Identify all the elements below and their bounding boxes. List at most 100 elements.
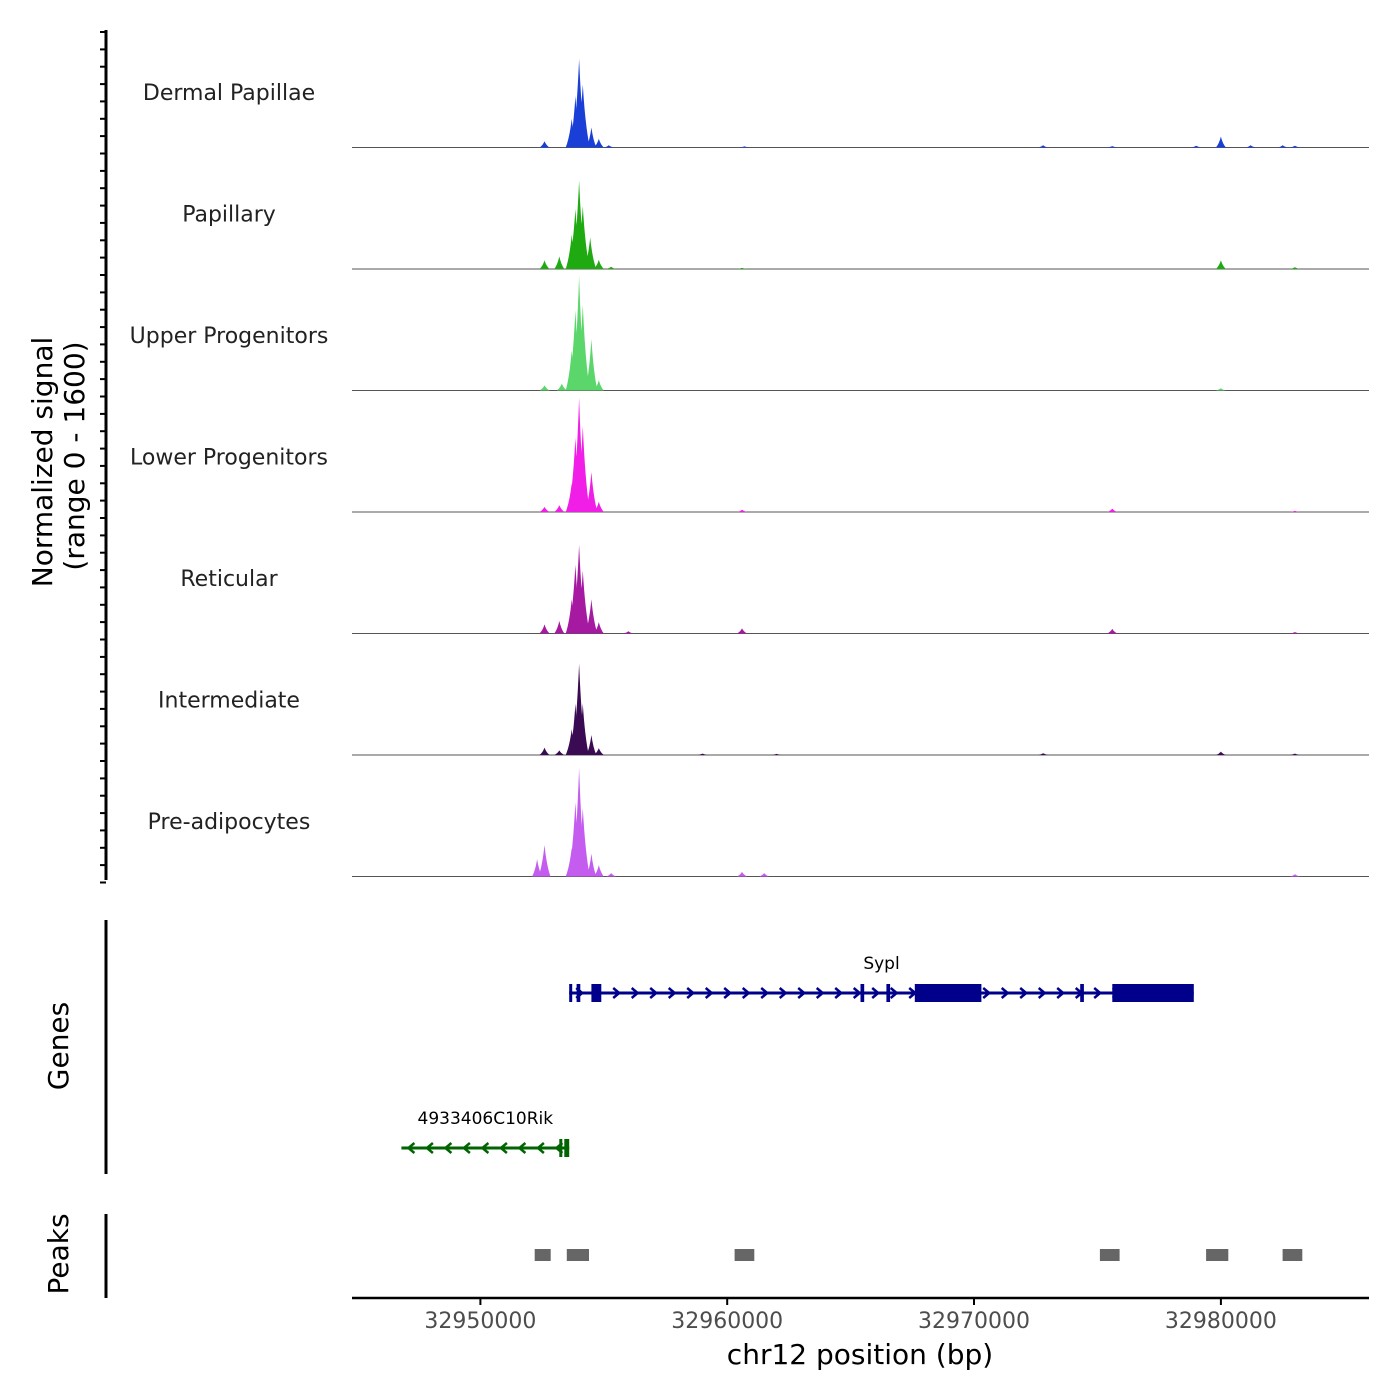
gene-exon [564, 1139, 570, 1157]
strand-arrow [480, 1142, 490, 1154]
y-axis-range: (range 0 - 1600) [58, 341, 91, 570]
signal-peak [539, 385, 550, 391]
signal-peak [575, 807, 590, 877]
signal-peak [1289, 145, 1300, 148]
signal-peak [554, 505, 565, 512]
signal-peak [1191, 145, 1202, 148]
signal-peak [1107, 508, 1118, 512]
strand-arrow [667, 987, 677, 999]
signal-peak [1107, 146, 1118, 148]
track-label: Intermediate [158, 689, 300, 714]
track-label: Upper Progenitors [130, 324, 329, 349]
strand-arrow [797, 987, 807, 999]
strand-arrow [760, 987, 770, 999]
gene-exon [860, 984, 865, 1002]
strand-arrow [871, 987, 881, 999]
signal-peak [1215, 136, 1226, 148]
strand-arrow [686, 987, 696, 999]
genes-section-title: Genes [42, 1002, 75, 1090]
signal-peak [603, 145, 614, 148]
strand-arrow [1093, 987, 1103, 999]
signal-peak [575, 206, 590, 269]
signal-peak [538, 845, 551, 877]
signal-peak [575, 426, 590, 512]
strand-arrow [612, 987, 622, 999]
signal-peak [585, 472, 598, 512]
strand-arrow [778, 987, 788, 999]
signal-peak [1289, 632, 1300, 634]
signal-peak [606, 873, 617, 877]
track-label: Reticular [180, 567, 278, 592]
strand-arrow [424, 1142, 434, 1154]
signal-peak [759, 873, 770, 877]
strand-arrow [443, 1142, 453, 1154]
signal-peak [532, 859, 543, 877]
x-tick-label: 32960000 [671, 1309, 783, 1334]
signal-peak [585, 339, 598, 391]
strand-arrow [498, 1142, 508, 1154]
signal-peak [539, 747, 550, 755]
coverage-tracks: Dermal Papillae Papillary Upper Progenitor… [130, 58, 1369, 877]
peak-region [1282, 1249, 1303, 1261]
track-dermal-papillae: Dermal Papillae [143, 58, 1369, 148]
signal-axis-ticks [100, 31, 106, 884]
strand-arrow [982, 987, 992, 999]
peak-region [566, 1249, 589, 1261]
signal-peak [593, 380, 604, 391]
track-reticular: Reticular [180, 544, 1369, 634]
signal-peak [737, 871, 747, 877]
signal-peak [771, 753, 782, 755]
strand-arrow [1019, 987, 1029, 999]
strand-arrow [649, 987, 659, 999]
strand-arrow [1056, 987, 1066, 999]
peak-regions [534, 1249, 1303, 1261]
strand-arrow [630, 987, 640, 999]
signal-peak [737, 267, 747, 269]
strand-arrow [815, 987, 825, 999]
strand-arrow [723, 987, 733, 999]
signal-peak [1289, 874, 1300, 877]
signal-peak [697, 753, 708, 755]
signal-peak [554, 620, 565, 634]
gene-name-label: Sypl [863, 954, 899, 974]
signal-peak [1277, 145, 1288, 148]
strand-arrow [834, 987, 844, 999]
signal-peak [586, 853, 597, 877]
signal-peak [1245, 145, 1256, 148]
signal-peak [1215, 751, 1226, 755]
signal-peak [1107, 628, 1118, 634]
gene-exon [559, 1139, 563, 1157]
signal-peak [539, 624, 550, 634]
signal-peak [1038, 753, 1049, 755]
signal-peak [554, 750, 565, 755]
signal-peak [554, 256, 565, 269]
signal-peak [1215, 388, 1226, 391]
x-tick-label: 32970000 [918, 1309, 1030, 1334]
signal-peak [593, 865, 604, 877]
y-axis-title: Normalized signal [26, 337, 59, 588]
signal-peak [576, 703, 589, 755]
signal-peak [1038, 145, 1049, 148]
strand-arrow [406, 1142, 416, 1154]
signal-peak [586, 735, 597, 755]
signal-peak [1215, 260, 1226, 269]
gene-name-label: 4933406C10Rik [418, 1109, 554, 1129]
peak-region [1206, 1249, 1229, 1261]
x-tick-label: 32980000 [1165, 1309, 1277, 1334]
signal-peak [585, 599, 598, 634]
gene-exon [591, 984, 602, 1002]
strand-arrow [741, 987, 751, 999]
signal-peak [1289, 753, 1300, 755]
signal-peak [539, 506, 550, 512]
signal-peak [593, 501, 604, 512]
signal-peak [739, 146, 750, 148]
signal-peak [575, 570, 590, 634]
strand-arrow [517, 1142, 527, 1154]
signal-peak [623, 631, 634, 634]
x-tick-label: 32950000 [424, 1309, 536, 1334]
signal-peak [539, 260, 550, 269]
signal-peak [584, 237, 597, 269]
peak-region [734, 1249, 755, 1261]
signal-peak [737, 628, 747, 634]
